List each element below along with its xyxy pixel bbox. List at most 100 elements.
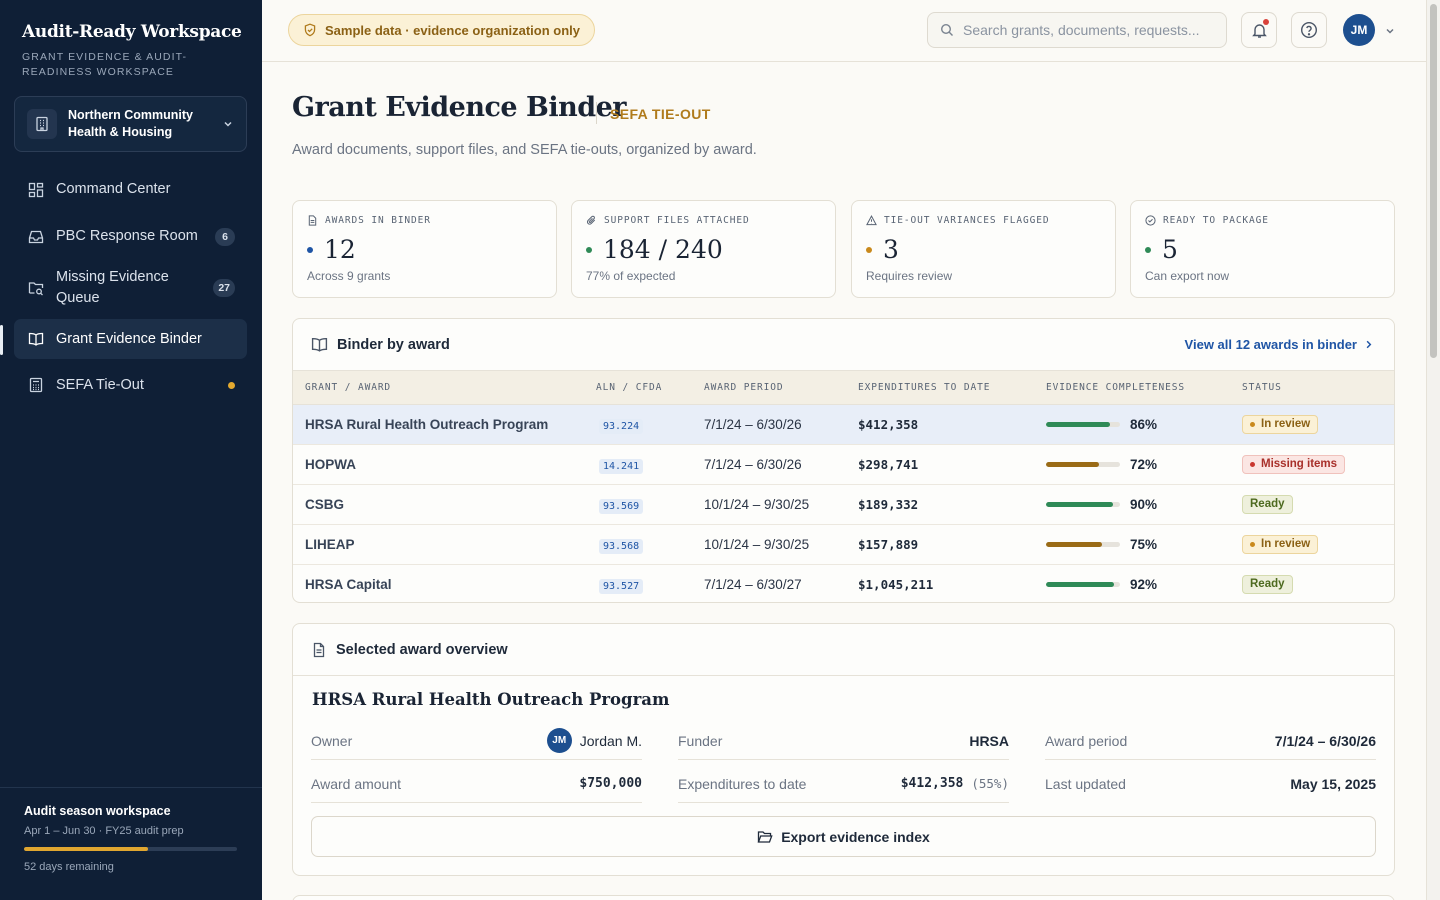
search-input[interactable]: Search grants, documents, requests... (927, 12, 1227, 48)
column-header[interactable]: EVIDENCE COMPLETENESS (1046, 371, 1242, 405)
kpi-awards-in-binder: AWARDS IN BINDER 12 Across 9 grants (292, 200, 557, 298)
scrollbar-thumb[interactable] (1430, 4, 1437, 358)
sidebar-item-sefa-tie-out[interactable]: SEFA Tie-Out (14, 365, 247, 405)
view-all-awards-link[interactable]: View all 12 awards in binder (1185, 337, 1374, 352)
kpi-dot (866, 246, 872, 253)
page-title: Grant Evidence Binder (292, 92, 627, 123)
table-row[interactable]: CSBG 93.569 10/1/24 – 9/30/25 $189,332 90% Re… (293, 484, 1394, 524)
table-row[interactable]: HOPWA 14.241 7/1/24 – 6/30/26 $298,741 72% Mi… (293, 444, 1394, 484)
sample-data-notice: Sample data · evidence organization only (288, 14, 596, 46)
status-badge: Ready (1242, 494, 1293, 514)
calculator-icon (28, 377, 44, 393)
sidebar-item-missing-evidence-queue[interactable]: Missing Evidence Queue 27 (14, 263, 247, 313)
expenditures-value: $412,358 (900, 776, 964, 791)
status-badge: Ready (1242, 574, 1293, 594)
kpi-subtext: 77% of expected (586, 269, 676, 283)
grid-icon (28, 182, 44, 198)
status-cell: In review (1242, 404, 1394, 444)
brand-subtitle: GRANT EVIDENCE & AUDIT-READINESS WORKSPA… (22, 51, 188, 78)
avatar: JM (546, 728, 572, 753)
title-divider (596, 102, 597, 124)
column-header[interactable]: AWARD PERIOD (704, 371, 858, 405)
completeness-fill (1046, 421, 1110, 427)
avatar[interactable]: JM (1343, 14, 1375, 46)
column-header[interactable]: STATUS (1242, 371, 1394, 405)
award-name-cell: LIHEAP (305, 536, 355, 552)
kpi-dot (1145, 246, 1151, 253)
sidebar-item-grant-evidence-binder[interactable]: Grant Evidence Binder (0, 319, 247, 359)
completeness-fill (1046, 541, 1102, 547)
page-tag: SEFA TIE-OUT (610, 106, 711, 122)
status-dot (228, 381, 235, 389)
table-row[interactable]: LIHEAP 93.568 10/1/24 – 9/30/25 $157,889 75%… (293, 524, 1394, 564)
table-row[interactable]: HRSA Capital 93.527 7/1/24 – 6/30/27 $1,045… (293, 564, 1394, 602)
column-header[interactable]: EXPENDITURES TO DATE (858, 371, 1046, 405)
scrollbar[interactable] (1426, 0, 1440, 900)
count-badge: 27 (213, 279, 235, 297)
kpi-label: AWARDS IN BINDER (325, 215, 431, 226)
export-evidence-index-button[interactable]: Export evidence index (311, 816, 1376, 857)
completeness-cell: 90% (1046, 484, 1242, 524)
completeness-cell: 86% (1046, 404, 1242, 444)
award-period-cell: 10/1/24 – 9/30/25 (704, 536, 810, 552)
paperclip-icon (586, 215, 604, 226)
status-badge: In review (1242, 414, 1319, 434)
kpi-ready-to-package: READY TO PACKAGE 5 Can export now (1130, 200, 1395, 298)
completeness-percent: 86% (1130, 416, 1158, 432)
notifications-button[interactable] (1241, 12, 1277, 48)
field-label: Funder (678, 732, 723, 749)
award-amount-value: $750,000 (579, 776, 642, 791)
table-row[interactable]: HRSA Rural Health Outreach Program 93.224… (293, 404, 1394, 444)
kpi-label: READY TO PACKAGE (1163, 215, 1269, 226)
status-label: In review (1261, 538, 1311, 550)
aln-cell: 14.241 (596, 444, 704, 484)
chevron-down-icon[interactable] (1384, 25, 1396, 37)
expenditures-cell: $157,889 (858, 536, 919, 552)
binder-by-award-card: Binder by award View all 12 awards in bi… (292, 318, 1395, 603)
sample-notice-text: Sample data · evidence organization only (325, 22, 581, 38)
sidebar-nav: Command Center PBC Response Room 6 Missi… (0, 169, 247, 411)
selected-award-overview-card: Selected award overview HRSA Rural Healt… (292, 623, 1395, 876)
org-switcher[interactable]: Northern Community Health & Housing (14, 96, 247, 152)
kpi-subtext: Requires review (866, 269, 953, 283)
completeness-fill (1046, 581, 1115, 587)
kpi-support-files-attached: SUPPORT FILES ATTACHED 184 / 240 77% of … (571, 200, 836, 298)
help-circle-icon (1300, 21, 1318, 39)
sidebar-item-command-center[interactable]: Command Center (14, 169, 247, 210)
search-placeholder: Search grants, documents, requests... (963, 22, 1200, 38)
view-all-label: View all 12 awards in binder (1184, 337, 1357, 352)
aln-badge: 93.569 (599, 498, 644, 514)
aln-cell: 93.224 (596, 404, 704, 444)
sidebar-item-label: Grant Evidence Binder (56, 330, 202, 347)
shield-icon (303, 23, 325, 37)
column-header[interactable]: GRANT / AWARD (293, 371, 596, 405)
completeness-cell: 72% (1046, 444, 1242, 484)
status-cell: Ready (1242, 564, 1394, 602)
column-header[interactable]: ALN / CFDA (596, 371, 704, 405)
award-name-cell: HRSA Capital (305, 576, 392, 592)
owner-field: Owner JM Jordan M. (311, 722, 642, 760)
alert-triangle-icon (866, 215, 884, 226)
status-dot (1250, 541, 1255, 547)
folder-search-icon (28, 280, 44, 296)
status-label: In review (1261, 418, 1311, 430)
completeness-percent: 92% (1130, 576, 1158, 592)
status-dot (1250, 461, 1255, 467)
card-title: Selected award overview (336, 641, 508, 658)
completeness-bar (1046, 581, 1120, 587)
chevron-right-icon (1357, 339, 1374, 350)
field-label: Award amount (311, 775, 402, 792)
bell-icon (1251, 22, 1268, 39)
last-updated-field: Last updated May 15, 2025 (1045, 765, 1376, 803)
check-circle-icon (1145, 215, 1163, 226)
aln-badge: 93.527 (599, 578, 644, 594)
expenditures-percent: (55%) (971, 776, 1009, 791)
status-cell: Ready (1242, 484, 1394, 524)
sidebar-item-pbc-response-room[interactable]: PBC Response Room 6 (14, 216, 247, 257)
help-button[interactable] (1291, 12, 1327, 48)
table-header-row: GRANT / AWARD ALN / CFDA AWARD PERIOD EX… (293, 371, 1394, 405)
status-badge: Missing items (1242, 454, 1346, 474)
kpi-value: 3 (883, 235, 899, 264)
kpi-subtext: Can export now (1145, 269, 1230, 283)
brand-title: Audit-Ready Workspace (22, 22, 242, 42)
